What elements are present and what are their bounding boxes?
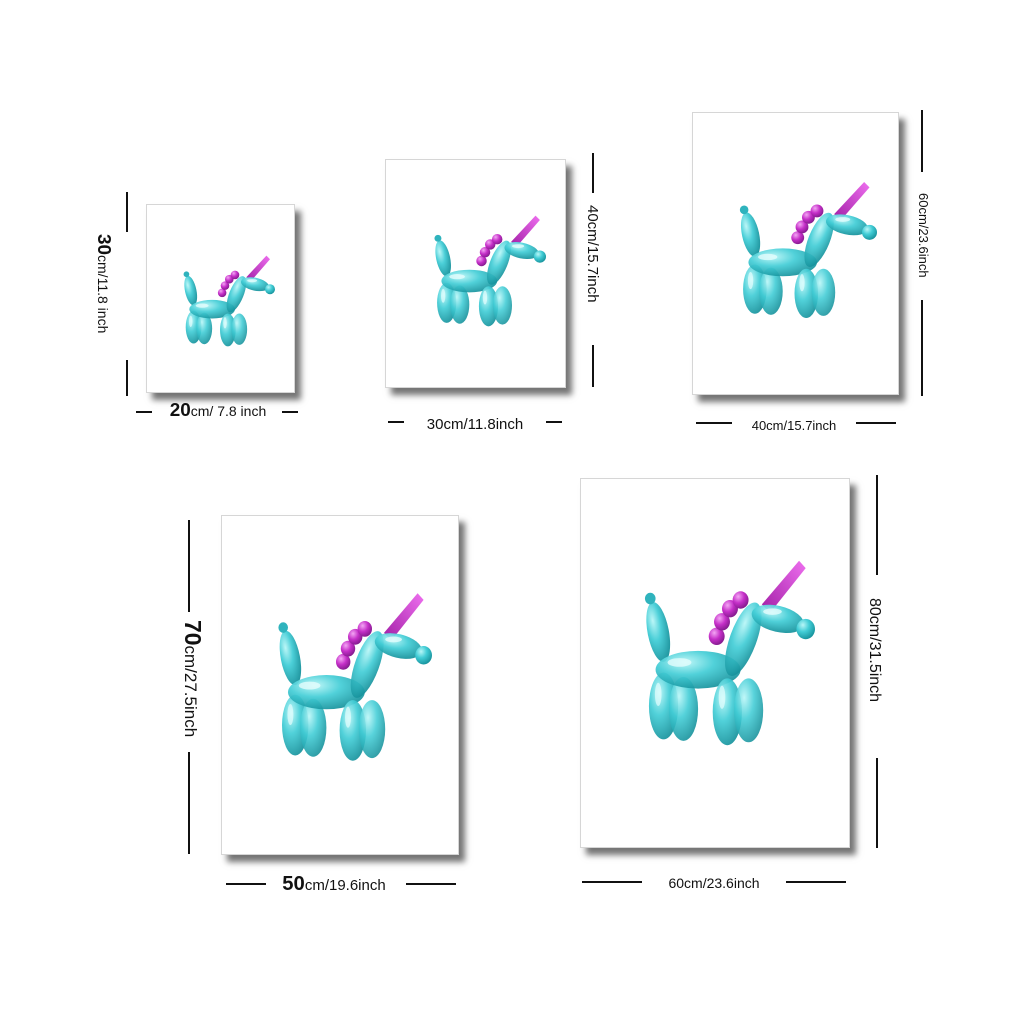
height-dimension-line — [921, 300, 923, 396]
height-dimension-line — [876, 475, 878, 575]
height-dimension-line — [126, 192, 128, 232]
height-label-20x30: 30cm/11.8 inch — [93, 234, 114, 334]
height-label-30x40: 40cm/15.7inch — [584, 205, 601, 303]
height-label-50x70: 70cm/27.5inch — [180, 620, 206, 738]
height-dimension-line — [592, 345, 594, 387]
width-label-40x60: 40cm/15.7inch — [751, 418, 837, 433]
width-label-60x80: 60cm/23.6inch — [668, 875, 760, 891]
width-dimension-line — [226, 883, 266, 885]
width-dimension-line — [582, 881, 642, 883]
width-dimension-line — [282, 411, 298, 413]
print-frame-30x40[interactable] — [385, 159, 566, 388]
height-dimension-line — [921, 110, 923, 172]
height-dimension-line — [592, 153, 594, 193]
balloon-unicorn-art — [642, 560, 815, 746]
height-dimension-line — [126, 360, 128, 396]
width-dimension-line — [406, 883, 456, 885]
width-dimension-line — [786, 881, 846, 883]
width-label-50x70: 50cm/19.6inch — [282, 873, 386, 895]
balloon-unicorn-art — [275, 593, 432, 761]
width-dimension-line — [696, 422, 732, 424]
width-dimension-line — [856, 422, 896, 424]
print-frame-60x80[interactable] — [580, 478, 850, 848]
height-dimension-line — [188, 752, 190, 854]
height-label-40x60: 60cm/23.6inch — [916, 193, 931, 278]
width-dimension-line — [136, 411, 152, 413]
balloon-unicorn-art — [182, 255, 275, 347]
height-dimension-line — [876, 758, 878, 848]
balloon-unicorn-art — [737, 181, 877, 319]
width-label-20x30: 20cm/ 7.8 inch — [169, 400, 267, 421]
width-dimension-line — [546, 421, 562, 423]
print-frame-50x70[interactable] — [221, 515, 459, 855]
height-label-60x80: 80cm/31.5inch — [866, 598, 883, 703]
balloon-unicorn-art — [432, 215, 546, 327]
print-frame-40x60[interactable] — [692, 112, 899, 395]
width-dimension-line — [388, 421, 404, 423]
height-dimension-line — [188, 520, 190, 612]
width-label-30x40: 30cm/11.8inch — [426, 416, 524, 433]
print-frame-20x30[interactable] — [146, 204, 295, 393]
